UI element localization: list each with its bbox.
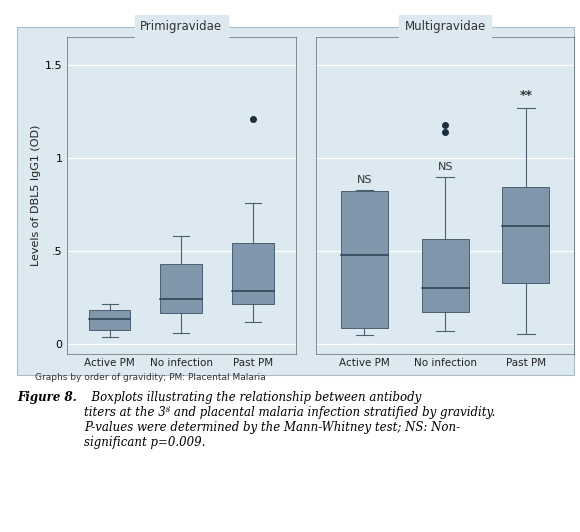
Bar [502, 187, 549, 283]
Bar [232, 243, 274, 303]
Bar [161, 264, 202, 313]
Title: Primigravidae: Primigravidae [140, 20, 222, 34]
Text: Graphs by order of gravidity; PM: Placental Malaria: Graphs by order of gravidity; PM: Placen… [35, 373, 266, 383]
Bar [422, 239, 469, 312]
Text: NS: NS [437, 162, 453, 172]
Text: NS: NS [357, 175, 372, 185]
Title: Multigravidae: Multigravidae [404, 20, 486, 34]
Text: **: ** [519, 89, 532, 102]
Bar [89, 310, 130, 330]
Bar [341, 191, 388, 328]
Text: Boxplots illustrating the relationship between antibody
titers at the 3ᴽ and pla: Boxplots illustrating the relationship b… [84, 391, 495, 449]
Text: Figure 8.: Figure 8. [17, 391, 77, 404]
Y-axis label: Levels of DBL5 IgG1 (OD): Levels of DBL5 IgG1 (OD) [31, 125, 41, 266]
